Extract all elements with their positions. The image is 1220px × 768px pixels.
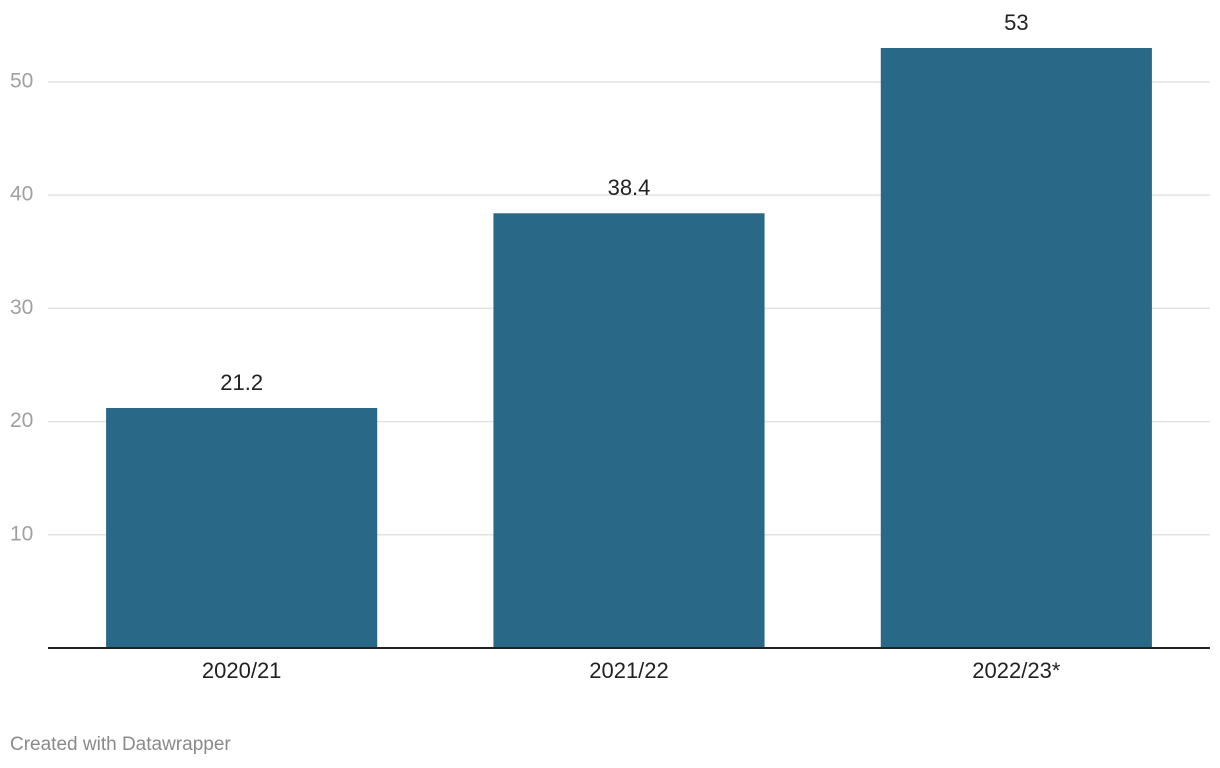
value-label: 21.2	[220, 370, 263, 395]
bar	[106, 408, 378, 648]
x-tick-label: 2021/22	[589, 658, 669, 683]
value-label: 53	[1004, 10, 1028, 35]
credit: Created with Datawrapper	[10, 734, 231, 755]
value-label: 38.4	[608, 175, 651, 200]
x-tick-label: 2020/21	[202, 658, 282, 683]
bar	[880, 48, 1152, 648]
y-tick-label: 20	[10, 409, 33, 432]
y-tick-label: 30	[10, 296, 33, 319]
x-tick-label: 2022/23*	[972, 658, 1061, 683]
y-tick-label: 10	[10, 522, 33, 545]
y-tick-label: 40	[10, 183, 33, 206]
bar	[493, 213, 765, 648]
y-tick-label: 50	[10, 70, 33, 93]
